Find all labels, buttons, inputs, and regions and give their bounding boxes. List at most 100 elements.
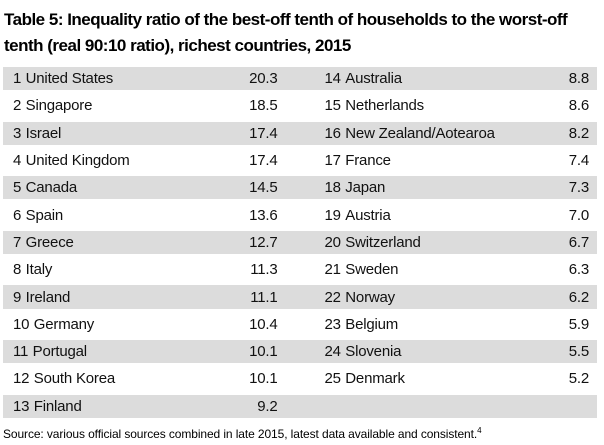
country-right: Japan	[345, 179, 386, 197]
table-cell-right: 16 New Zealand/Aotearoa 8.2	[300, 122, 598, 145]
country-entry-right: 22 Norway	[324, 288, 396, 306]
country-right: Austria	[345, 206, 391, 224]
rank-left: 13	[13, 397, 30, 415]
country-left: Canada	[25, 179, 78, 197]
value-left: 20.3	[249, 70, 278, 88]
rank-left: 8	[13, 261, 22, 279]
country-left: Spain	[25, 206, 64, 224]
country-entry-right: 18 Japan	[325, 179, 386, 196]
table-row: 4 United Kingdom 17.4 17 France 7.4	[3, 147, 597, 174]
country-left: South Korea	[33, 370, 115, 388]
table-cell-left: 1 United States 20.3	[3, 67, 300, 90]
table-row: 3 Israel 17.4 16 New Zealand/Aotearoa 8.2	[3, 119, 598, 147]
country-entry-right: 20 Switzerland	[325, 234, 421, 251]
rank-left: 5	[13, 179, 22, 197]
value-right: 5.5	[568, 343, 589, 361]
rank-left: 1	[13, 70, 22, 88]
country-entry-left: 13 Finland	[13, 398, 82, 415]
table-cell-right: 23 Belgium 5.9	[300, 311, 598, 338]
table-row: 12 South Korea 10.1 25 Denmark 5.2	[3, 365, 597, 392]
rank-left: 12	[13, 370, 30, 388]
value-left: 10.4	[249, 315, 278, 333]
value-right: 7.4	[568, 152, 589, 170]
value-right: 5.2	[568, 370, 589, 388]
value-left: 10.1	[249, 370, 278, 388]
rank-right: 17	[324, 152, 342, 170]
country-right: Australia	[345, 70, 402, 88]
country-entry-right: 24 Slovenia	[325, 343, 402, 360]
value-left: 10.1	[249, 343, 278, 361]
rank-right: 24	[324, 343, 342, 361]
rank-left: 6	[13, 206, 22, 224]
country-entry-left: 6 Spain	[13, 207, 63, 224]
rank-left: 11	[13, 343, 29, 361]
country-left: Greece	[25, 233, 74, 251]
table-row: 5 Canada 14.5 18 Japan 7.3	[3, 174, 598, 202]
table-row: 11 Portugal 10.1 24 Slovenia 5.5	[3, 337, 597, 366]
value-right: 8.8	[568, 70, 589, 88]
table-cell-left: 3 Israel 17.4	[3, 122, 300, 145]
value-right: 8.6	[568, 97, 589, 115]
country-left: United Kingdom	[25, 152, 130, 170]
country-entry-right: 15 Netherlands	[325, 97, 425, 115]
country-entry-right: 17 France	[325, 152, 391, 169]
value-right: 7.3	[568, 179, 589, 197]
value-right: 6.7	[568, 233, 589, 251]
table-cell-left: 9 Ireland 11.1	[3, 285, 300, 308]
table-title: Table 5: Inequality ratio of the best-of…	[4, 10, 568, 55]
table-cell-right: 18 Japan 7.3	[300, 176, 598, 199]
country-entry-right: 21 Sweden	[325, 261, 399, 278]
table-cell-left: 2 Singapore 18.5	[3, 92, 300, 119]
country-right: Slovenia	[345, 343, 402, 361]
table-row: 10 Germany 10.4 23 Belgium 5.9	[3, 311, 597, 338]
value-left: 12.7	[249, 233, 278, 251]
source-note: Source: various official sources combine…	[3, 425, 600, 441]
ranking-table: 1 United States 20.3 14 Australia 8.8 2 Sin…	[3, 65, 597, 420]
country-entry-left: 10 Germany	[13, 316, 94, 333]
country-left: Ireland	[25, 288, 71, 306]
country-entry-right: 19 Austria	[325, 207, 391, 224]
value-left: 11.3	[250, 261, 278, 279]
table-cell-right: 15 Netherlands 8.6	[300, 92, 598, 119]
country-left: United States	[25, 70, 114, 88]
table-cell-right: 20 Switzerland 6.7	[300, 231, 598, 254]
value-left: 11.1	[250, 288, 278, 306]
value-right: 6.3	[568, 261, 589, 279]
country-entry-right: 14 Australia	[325, 70, 403, 88]
country-right: Netherlands	[345, 97, 424, 115]
table-cell-left: 5 Canada 14.5	[3, 176, 300, 199]
country-left: Germany	[33, 315, 95, 333]
value-left: 9.2	[257, 397, 278, 415]
table-row: 1 United States 20.3 14 Australia 8.8	[3, 65, 597, 93]
rank-left: 2	[13, 97, 22, 115]
country-right: France	[345, 152, 391, 170]
country-right: Switzerland	[345, 233, 421, 251]
table-cell-left: 10 Germany 10.4	[3, 311, 300, 338]
source-footnote-marker: 4	[477, 425, 482, 435]
rank-left: 9	[13, 288, 22, 306]
table-row: 7 Greece 12.7 20 Switzerland 6.7	[3, 228, 598, 257]
country-right: Belgium	[345, 315, 399, 333]
country-entry-left: 7 Greece	[13, 234, 74, 251]
table-cell-left: 13 Finland 9.2	[3, 395, 300, 418]
value-left: 17.4	[249, 124, 278, 142]
rank-right: 22	[324, 288, 342, 306]
table-cell-left: 6 Spain 13.6	[3, 201, 300, 228]
country-entry-right: 16 New Zealand/Aotearoa	[325, 125, 495, 142]
value-left: 13.6	[249, 206, 278, 224]
rank-right: 23	[324, 315, 342, 333]
country-left: Finland	[33, 397, 82, 415]
rank-right: 19	[324, 206, 342, 224]
table-cell-right: 17 France 7.4	[300, 147, 598, 174]
rank-right: 20	[324, 233, 342, 251]
rank-left: 10	[13, 315, 30, 333]
table-row: 2 Singapore 18.5 15 Netherlands 8.6	[3, 92, 597, 119]
country-right: Denmark	[345, 370, 405, 388]
value-right: 5.9	[568, 315, 589, 333]
country-entry-right	[325, 398, 330, 415]
value-right: 6.2	[568, 288, 589, 306]
country-entry-right: 23 Belgium	[325, 316, 399, 333]
country-left: Singapore	[25, 97, 93, 115]
table-cell-right: 22 Norway 6.2	[300, 285, 598, 308]
country-left: Italy	[25, 261, 53, 279]
